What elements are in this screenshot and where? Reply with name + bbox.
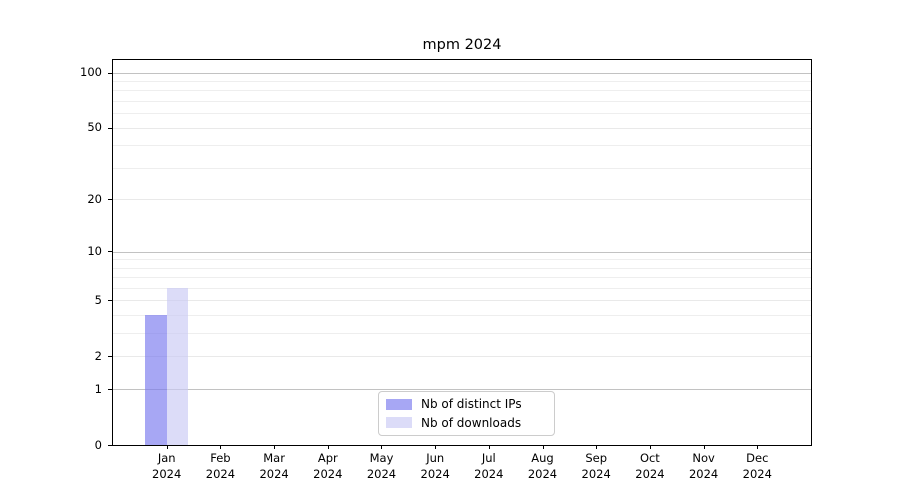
- y-tick-mark: [108, 251, 112, 252]
- x-tick-mark: [543, 445, 544, 449]
- x-tick-year: 2024: [205, 466, 236, 481]
- x-tick-year: 2024: [581, 466, 611, 481]
- x-tick-year: 2024: [742, 466, 772, 481]
- gridline-minor: [113, 259, 811, 261]
- x-tick-mark: [274, 445, 275, 449]
- legend-swatch: [386, 417, 412, 429]
- x-tick-mark: [381, 445, 382, 449]
- plot-area: [112, 59, 812, 446]
- gridline-minor: [113, 81, 811, 82]
- x-tick-year: 2024: [366, 466, 397, 481]
- gridline-minor: [113, 167, 811, 169]
- gridline-minor: [113, 145, 811, 147]
- legend-label: Nb of distinct IPs: [421, 397, 522, 412]
- y-tick-mark: [108, 73, 112, 74]
- x-tick-month: Dec: [746, 451, 769, 465]
- x-tick-year: 2024: [313, 466, 343, 481]
- x-tick-year: 2024: [259, 466, 289, 481]
- x-tick-month: Feb: [210, 451, 231, 465]
- gridline-major: [113, 389, 811, 391]
- x-tick-mark: [489, 445, 490, 449]
- y-tick-mark: [108, 300, 112, 301]
- gridline-minor: [113, 288, 811, 289]
- x-tick-label: Dec 2024: [725, 451, 789, 482]
- x-tick-label: Apr 2024: [296, 451, 360, 482]
- x-tick-label: May 2024: [350, 451, 414, 482]
- y-tick-label: 50: [87, 120, 102, 135]
- legend-row: Nb of distinct IPs: [379, 396, 554, 413]
- x-tick-mark: [650, 445, 651, 449]
- gridline: [113, 356, 811, 358]
- x-tick-mark: [704, 445, 705, 449]
- x-tick-label: Aug 2024: [511, 451, 575, 482]
- x-tick-mark: [220, 445, 221, 449]
- gridline-minor: [113, 101, 811, 102]
- x-tick-label: Feb 2024: [188, 451, 252, 482]
- x-tick-year: 2024: [474, 466, 504, 481]
- x-tick-month: Aug: [531, 451, 554, 465]
- gridline: [113, 300, 811, 302]
- x-tick-mark: [328, 445, 329, 449]
- x-tick-month: Nov: [692, 451, 715, 465]
- y-tick-label: 5: [94, 292, 102, 307]
- x-tick-month: Jul: [481, 451, 496, 465]
- gridline-major: [113, 72, 811, 74]
- x-tick-mark: [596, 445, 597, 449]
- chart-title: mpm 2024: [422, 37, 502, 53]
- x-tick-month: May: [369, 451, 394, 465]
- legend-label: Nb of downloads: [421, 415, 522, 430]
- x-tick-year: 2024: [420, 466, 450, 481]
- y-tick-mark: [108, 389, 112, 390]
- x-tick-label: Oct 2024: [618, 451, 682, 482]
- y-tick-label: 0: [94, 437, 102, 452]
- x-tick-mark: [167, 445, 168, 449]
- x-tick-label: Mar 2024: [242, 451, 306, 482]
- gridline-major: [113, 251, 811, 253]
- x-tick-year: 2024: [688, 466, 719, 481]
- y-tick-label: 100: [80, 65, 102, 80]
- bar-distinct-ips-jan: [145, 315, 167, 445]
- gridline-minor: [113, 267, 811, 269]
- gridline: [113, 127, 811, 129]
- x-tick-label: Jul 2024: [457, 451, 521, 482]
- legend-swatch: [386, 398, 412, 410]
- y-tick-mark: [108, 199, 112, 200]
- gridline-minor: [113, 277, 811, 279]
- legend: Nb of distinct IPs Nb of downloads: [378, 391, 555, 436]
- x-tick-label: Jun 2024: [403, 451, 467, 482]
- gridline-minor: [113, 333, 811, 335]
- x-tick-month: Mar: [263, 451, 285, 465]
- x-tick-label: Nov 2024: [672, 451, 736, 482]
- x-tick-year: 2024: [152, 466, 182, 481]
- x-tick-month: Sep: [585, 451, 608, 465]
- gridline: [113, 199, 811, 201]
- x-tick-month: Jun: [426, 451, 445, 465]
- x-tick-label: Jan 2024: [135, 451, 199, 482]
- x-tick-label: Sep 2024: [564, 451, 628, 482]
- y-tick-label: 10: [87, 244, 102, 258]
- legend-row: Nb of downloads: [379, 414, 554, 431]
- gridline-minor: [113, 315, 811, 317]
- gridline-minor: [113, 113, 811, 115]
- x-tick-month: Jan: [157, 451, 176, 465]
- y-tick-mark: [108, 356, 112, 357]
- y-tick-label: 1: [94, 381, 102, 396]
- y-tick-mark: [108, 445, 112, 446]
- x-tick-year: 2024: [527, 466, 558, 481]
- x-tick-month: Apr: [317, 451, 338, 465]
- x-tick-mark: [435, 445, 436, 449]
- x-tick-year: 2024: [635, 466, 665, 481]
- y-tick-label: 20: [87, 191, 102, 206]
- bar-downloads-jan: [166, 288, 189, 445]
- y-tick-mark: [108, 128, 112, 129]
- x-tick-mark: [757, 445, 758, 449]
- gridline-minor: [113, 90, 811, 92]
- y-tick-label: 2: [94, 348, 102, 363]
- x-tick-month: Oct: [639, 451, 660, 465]
